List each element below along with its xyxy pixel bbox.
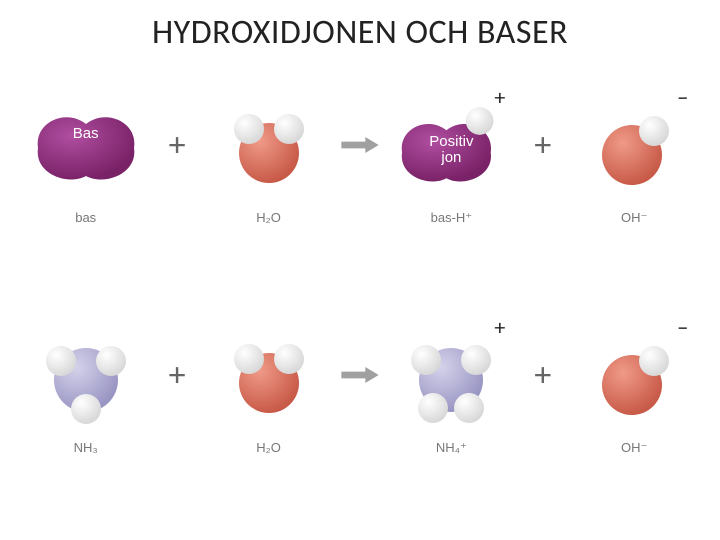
molecule-oh: − <box>574 90 694 200</box>
positiv-jon-label: Positiv jon <box>391 134 511 166</box>
reaction-row-2: + <box>0 320 720 430</box>
label-bas: bas <box>26 210 146 226</box>
label-h2o: H₂O <box>209 210 329 226</box>
molecule-h2o <box>209 320 329 430</box>
charge-plus: + <box>494 314 505 341</box>
molecule-nh4: + <box>391 320 511 430</box>
label-bash: bas-H⁺ <box>391 210 511 226</box>
arrow-icon <box>340 365 380 385</box>
bas-blob-label: Bas <box>26 126 146 142</box>
labels-row-2: NH₃ H₂O NH₄⁺ OH⁻ <box>0 440 720 456</box>
molecule-bas-h: Positiv jon + <box>391 90 511 200</box>
label-h2o: H₂O <box>209 440 329 456</box>
arrow-icon <box>340 135 380 155</box>
arrow-operator <box>340 320 380 430</box>
charge-plus: + <box>494 84 505 111</box>
plus-operator: + <box>523 320 563 430</box>
label-oh: OH⁻ <box>574 210 694 226</box>
labels-row-1: bas H₂O bas-H⁺ OH⁻ <box>0 210 720 226</box>
page-title: HYDROXIDJONEN OCH BASER <box>0 12 720 53</box>
label-nh4: NH₄⁺ <box>391 440 511 456</box>
reaction-row-1: Bas + <box>0 90 720 200</box>
charge-minus: − <box>677 314 688 341</box>
plus-operator: + <box>157 320 197 430</box>
molecule-oh: − <box>574 320 694 430</box>
charge-minus: − <box>677 84 688 111</box>
molecule-nh3 <box>26 320 146 430</box>
label-nh3: NH₃ <box>26 440 146 456</box>
plus-operator: + <box>157 90 197 200</box>
arrow-operator <box>340 90 380 200</box>
molecule-bas: Bas <box>26 90 146 200</box>
label-oh: OH⁻ <box>574 440 694 456</box>
plus-operator: + <box>523 90 563 200</box>
molecule-h2o <box>209 90 329 200</box>
